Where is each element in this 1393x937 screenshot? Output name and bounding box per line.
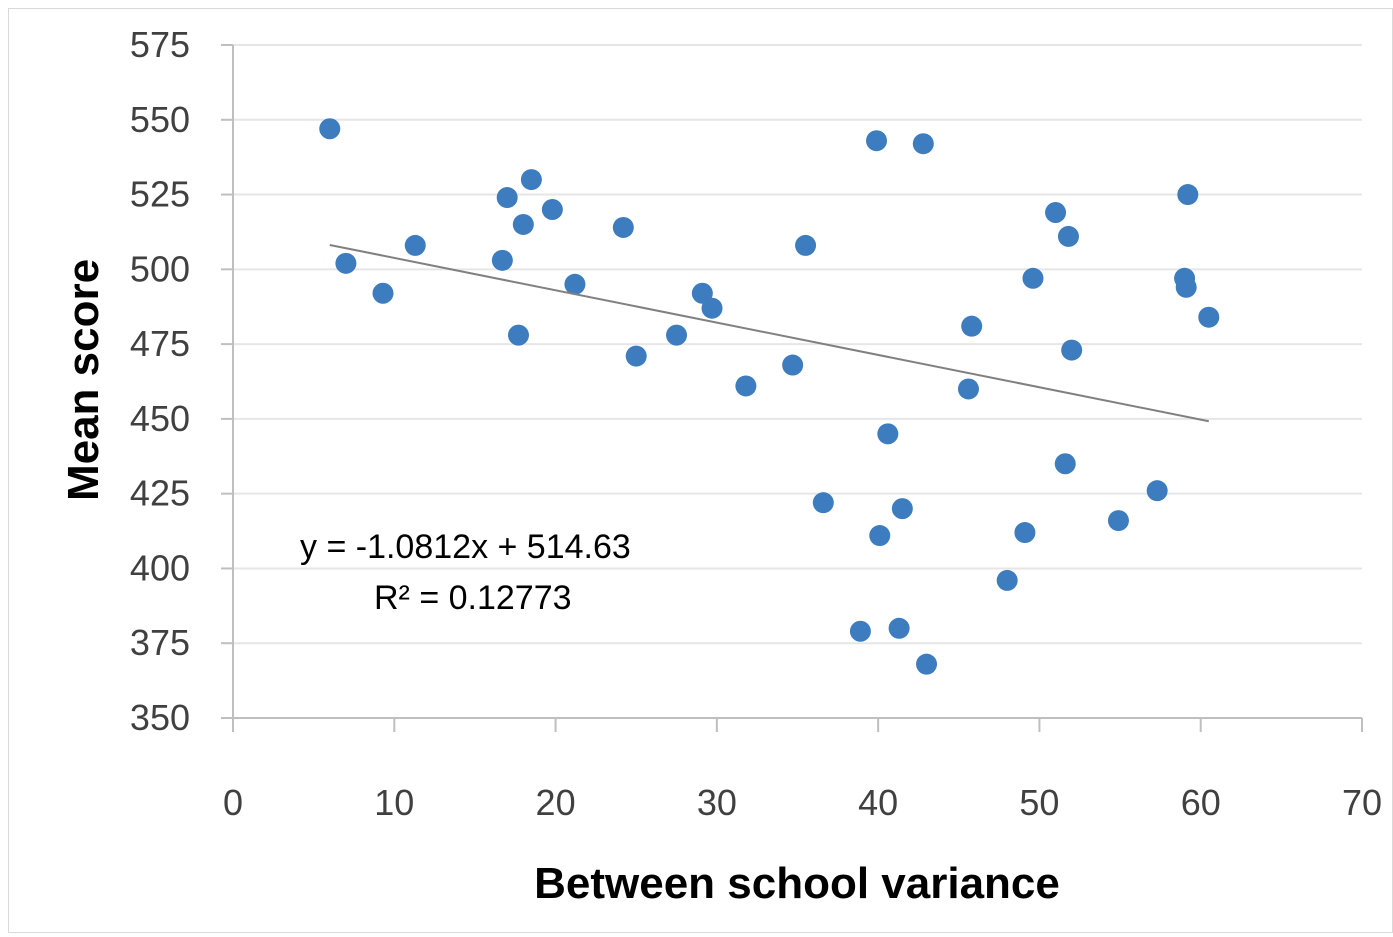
y-axis-title: Mean score: [59, 259, 108, 501]
data-point: [891, 498, 913, 520]
data-point: [877, 423, 899, 445]
data-point: [319, 118, 341, 140]
data-point: [812, 492, 834, 514]
y-tick-labels: 350 375 400 425 450 475 500 525 550 575: [130, 24, 190, 738]
data-point: [1107, 510, 1129, 532]
gridlines: [221, 44, 1362, 719]
data-point: [866, 130, 888, 152]
x-tick-50: 50: [1019, 782, 1059, 823]
x-tick-0: 0: [223, 782, 243, 823]
y-tick-550: 550: [130, 99, 190, 140]
trendline: [329, 244, 1209, 423]
data-point: [541, 199, 563, 221]
data-point: [1061, 339, 1083, 361]
x-tick-60: 60: [1181, 782, 1221, 823]
y-tick-525: 525: [130, 174, 190, 215]
x-tick-40: 40: [858, 782, 898, 823]
x-tick-labels: 0 10 20 30 40 50 60 70: [223, 782, 1382, 823]
data-points: [319, 118, 1220, 675]
data-point: [795, 234, 817, 256]
data-point: [912, 133, 934, 155]
data-point: [888, 617, 910, 639]
y-tick-350: 350: [130, 697, 190, 738]
y-tick-375: 375: [130, 622, 190, 663]
data-point: [996, 569, 1018, 591]
data-point: [1022, 267, 1044, 289]
data-point: [1146, 480, 1168, 502]
data-point: [1054, 453, 1076, 475]
data-point: [869, 525, 891, 547]
data-point: [335, 252, 357, 274]
data-point: [612, 216, 634, 238]
data-point: [491, 249, 513, 271]
x-tick-70: 70: [1342, 782, 1382, 823]
y-tick-425: 425: [130, 473, 190, 514]
data-point: [701, 297, 723, 319]
data-point: [691, 282, 713, 304]
data-point: [735, 375, 757, 397]
data-point: [666, 324, 688, 346]
data-point: [1014, 522, 1036, 544]
data-point: [1045, 202, 1067, 224]
data-point: [1177, 184, 1199, 206]
x-tick-30: 30: [697, 782, 737, 823]
data-point: [916, 653, 938, 675]
r-squared-label: R² = 0.12773: [374, 579, 572, 617]
y-tick-475: 475: [130, 323, 190, 364]
data-point: [512, 213, 534, 235]
chart-frame: [8, 8, 1393, 933]
axes: [232, 45, 1363, 732]
data-point: [849, 620, 871, 642]
data-point: [1175, 276, 1197, 298]
data-point: [1198, 306, 1220, 328]
data-point: [957, 378, 979, 400]
y-tick-500: 500: [130, 248, 190, 289]
data-point: [961, 315, 983, 337]
y-tick-400: 400: [130, 547, 190, 588]
data-point: [564, 273, 586, 295]
data-point: [496, 187, 518, 209]
data-point: [625, 345, 647, 367]
trendline-equation: y = -1.0812x + 514.63: [300, 528, 631, 566]
data-point: [520, 169, 542, 191]
data-point: [404, 234, 426, 256]
data-point: [507, 324, 529, 346]
x-tick-20: 20: [536, 782, 576, 823]
data-point: [1057, 225, 1079, 247]
x-axis-title: Between school variance: [534, 859, 1060, 908]
data-point: [782, 354, 804, 376]
y-tick-450: 450: [130, 398, 190, 439]
y-tick-575: 575: [130, 24, 190, 65]
x-tick-10: 10: [374, 782, 414, 823]
data-point: [372, 282, 394, 304]
